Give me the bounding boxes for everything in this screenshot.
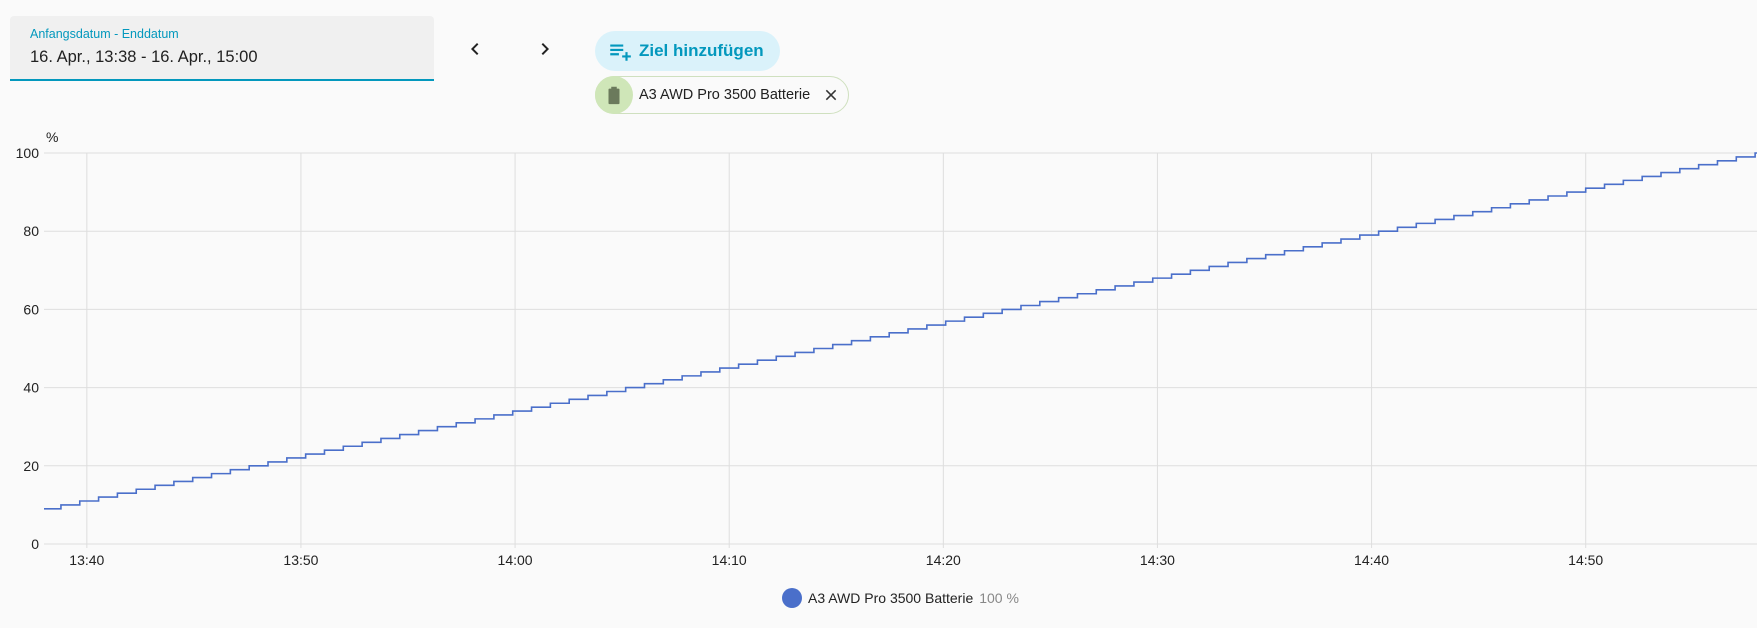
chart-grid: [44, 152, 1757, 548]
x-tick-label: 13:50: [283, 552, 318, 568]
playlist-plus-icon: [610, 44, 631, 61]
x-axis-ticks: 13:40 13:50 14:00 14:10 14:20 14:30 14:40 14:50: [69, 552, 1603, 568]
legend-item-battery[interactable]: A3 AWD Pro 3500 Batterie 100 %: [782, 588, 1019, 608]
y-tick-label: 20: [23, 458, 39, 474]
legend-series-value: 100 %: [979, 590, 1019, 606]
y-tick-label: 100: [16, 145, 40, 161]
date-range-field[interactable]: Anfangsdatum - Enddatum 16. Apr., 13:38 …: [10, 16, 434, 81]
x-tick-label: 14:50: [1568, 552, 1603, 568]
x-tick-label: 14:00: [498, 552, 533, 568]
legend-color-dot: [782, 588, 802, 608]
close-icon: [825, 89, 837, 101]
x-tick-label: 14:20: [926, 552, 961, 568]
chip-label: A3 AWD Pro 3500 Batterie: [639, 87, 811, 103]
y-tick-label: 0: [31, 536, 39, 552]
add-target-label: Ziel hinzufügen: [639, 41, 764, 60]
chevron-left-icon: [471, 43, 479, 55]
chip-remove-button[interactable]: [822, 86, 840, 104]
y-axis-label: %: [46, 129, 58, 145]
x-tick-label: 14:40: [1354, 552, 1389, 568]
y-tick-label: 80: [23, 223, 39, 239]
date-range-label: Anfangsdatum - Enddatum: [30, 27, 179, 41]
previous-period-button[interactable]: [455, 29, 495, 69]
legend-series-name: A3 AWD Pro 3500 Batterie: [808, 590, 974, 606]
battery-icon: [608, 86, 620, 105]
add-target-button[interactable]: Ziel hinzufügen: [595, 31, 780, 71]
date-range-value[interactable]: 16. Apr., 13:38 - 16. Apr., 15:00: [30, 48, 258, 66]
x-tick-label: 13:40: [69, 552, 104, 568]
y-tick-label: 40: [23, 380, 39, 396]
y-tick-label: 60: [23, 301, 39, 317]
chevron-right-icon: [541, 43, 549, 55]
x-tick-label: 14:10: [712, 552, 747, 568]
y-axis-ticks: 0 20 40 60 80 100: [16, 145, 40, 552]
history-chart: 0 20 40 60 80 100 13:40 13:50 14:00 14:10 14:20 14…: [16, 129, 1757, 568]
target-chip[interactable]: A3 AWD Pro 3500 Batterie: [595, 76, 850, 114]
x-tick-label: 14:30: [1140, 552, 1175, 568]
chip-avatar: [595, 76, 633, 114]
series-line-battery[interactable]: [44, 152, 1757, 510]
next-period-button[interactable]: [525, 29, 565, 69]
